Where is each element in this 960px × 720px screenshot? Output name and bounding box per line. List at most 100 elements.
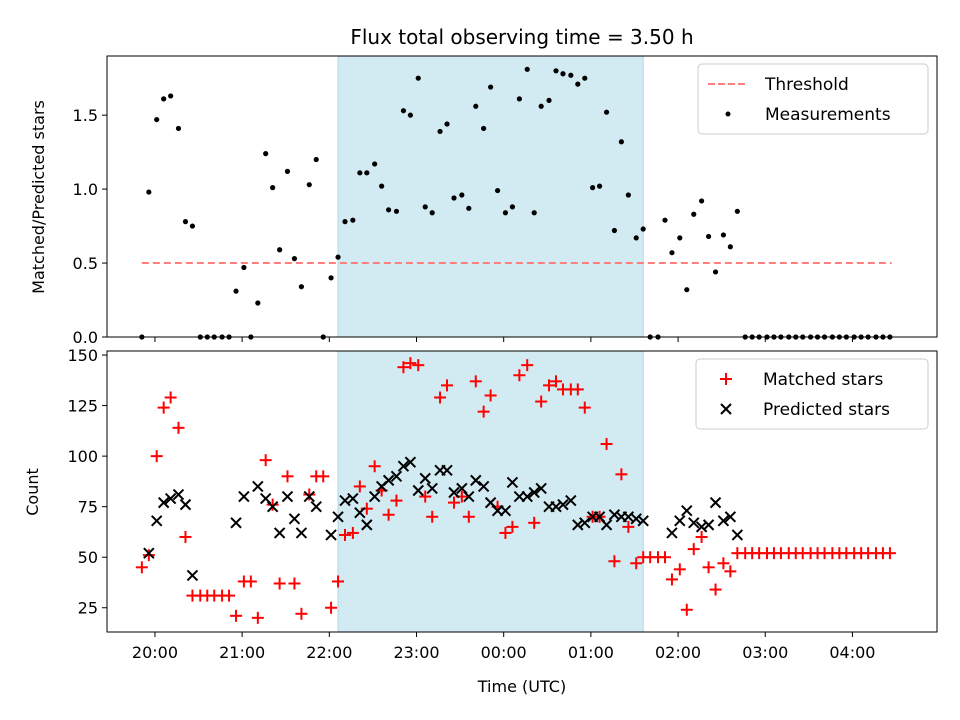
predicted-star-point — [303, 490, 315, 503]
predicted-star-point — [390, 470, 403, 483]
bottom-ytick-label: 150 — [67, 346, 98, 365]
matched-star-point — [608, 555, 621, 568]
measurement-point — [277, 247, 283, 253]
matched-star-point — [447, 496, 460, 509]
measurement-point — [270, 185, 276, 191]
predicted-star-point — [717, 515, 730, 527]
top-legend: Threshold Measurements — [697, 63, 929, 135]
matched-star-point — [135, 561, 148, 574]
predicted-star-point — [172, 488, 185, 501]
predicted-star-point — [731, 529, 744, 541]
bottom-xtick-label: 04:00 — [829, 643, 875, 662]
matched-star-point — [157, 401, 170, 414]
measurement-point — [422, 204, 428, 210]
bottom-ytick-label: 25 — [78, 599, 98, 618]
measurement-point — [241, 264, 247, 271]
top-panel: 0.0 0.5 1.0 1.5 Flux total observing time =… — [29, 25, 938, 347]
measurement-point — [473, 103, 479, 109]
predicted-star-point — [477, 480, 490, 493]
predicted-star-point — [347, 492, 359, 505]
top-observing-span — [337, 55, 644, 338]
measurement-point — [677, 235, 683, 241]
measurement-point — [233, 288, 239, 294]
bottom-xtick-label: 03:00 — [742, 643, 788, 662]
top-ytick-label: 1.5 — [73, 106, 98, 125]
bottom-legend-box — [695, 358, 929, 430]
bottom-xtick-label: 21:00 — [219, 643, 265, 662]
matched-star-point — [353, 480, 366, 493]
measurement-point — [640, 226, 646, 232]
predicted-star-point — [164, 492, 177, 505]
measurement-point — [263, 151, 269, 157]
legend-predicted-swatch — [720, 403, 732, 415]
top-ytick-label: 0.5 — [73, 254, 98, 273]
predicted-star-point — [361, 519, 373, 531]
matched-star-point — [717, 557, 730, 570]
predicted-star-point — [310, 500, 322, 513]
matched-star-point — [484, 389, 497, 402]
bottom-ytick-label: 50 — [78, 548, 98, 567]
matched-star-point — [230, 609, 243, 622]
matched-star-point — [724, 565, 737, 578]
legend-matched-swatch — [720, 373, 732, 385]
matched-star-point — [535, 395, 548, 408]
matched-star-point — [266, 498, 279, 511]
predicted-star-point — [273, 527, 286, 539]
measurement-point — [531, 210, 537, 216]
measurement-point — [590, 185, 596, 191]
predicted-star-point — [426, 482, 438, 495]
measurement-point — [524, 66, 530, 72]
measurement-point — [727, 244, 733, 250]
predicted-star-point — [600, 519, 613, 531]
measurement-point — [451, 195, 457, 201]
matched-star-point — [150, 450, 163, 463]
predicted-star-point — [354, 507, 366, 519]
legend-matched-label: Matched stars — [763, 370, 883, 390]
predicted-star-point — [550, 500, 562, 513]
predicted-star-point — [470, 474, 482, 487]
bottom-y-axis-label: Count — [23, 468, 42, 516]
predicted-star-point — [528, 486, 540, 499]
predicted-star-point — [238, 490, 250, 503]
measurement-point — [284, 168, 291, 174]
measurement-point — [596, 183, 603, 189]
matched-star-point — [281, 470, 294, 483]
measurement-point — [553, 68, 559, 74]
matched-star-point — [571, 383, 584, 396]
matched-star-point — [499, 526, 512, 539]
measurement-point — [393, 208, 400, 214]
matched-star-point — [695, 530, 708, 543]
matched-star-point — [179, 530, 192, 543]
measurement-point — [372, 161, 378, 167]
predicted-star-point — [666, 527, 678, 539]
measurement-point — [466, 205, 472, 211]
matched-star-point — [469, 375, 482, 388]
matched-star-point — [687, 543, 700, 556]
predicted-star-point — [448, 486, 460, 499]
matched-star-point — [419, 490, 432, 503]
measurement-point — [313, 156, 319, 163]
matched-star-point — [288, 577, 301, 590]
measurement-point — [437, 128, 443, 135]
matched-star-point — [680, 603, 693, 616]
predicted-star-point — [499, 504, 512, 517]
predicted-star-point — [637, 515, 649, 527]
predicted-star-point — [179, 498, 192, 511]
matched-star-point — [434, 391, 447, 404]
predicted-star-point — [565, 494, 577, 507]
predicted-star-point — [674, 515, 686, 527]
matched-star-point — [273, 577, 286, 590]
predicted-star-point — [688, 517, 700, 529]
predicted-star-point — [150, 515, 163, 527]
predicted-star-point — [521, 490, 533, 503]
legend-predicted-label: Predicted stars — [763, 400, 890, 420]
measurement-point — [255, 300, 261, 306]
predicted-star-point — [695, 521, 708, 533]
matched-star-point — [506, 520, 519, 533]
predicted-star-point — [557, 498, 569, 511]
predicted-star-point — [397, 460, 410, 472]
matched-star-point — [332, 575, 345, 588]
measurement-point — [625, 192, 631, 198]
measurement-point — [684, 287, 690, 293]
predicted-star-point — [709, 496, 722, 509]
